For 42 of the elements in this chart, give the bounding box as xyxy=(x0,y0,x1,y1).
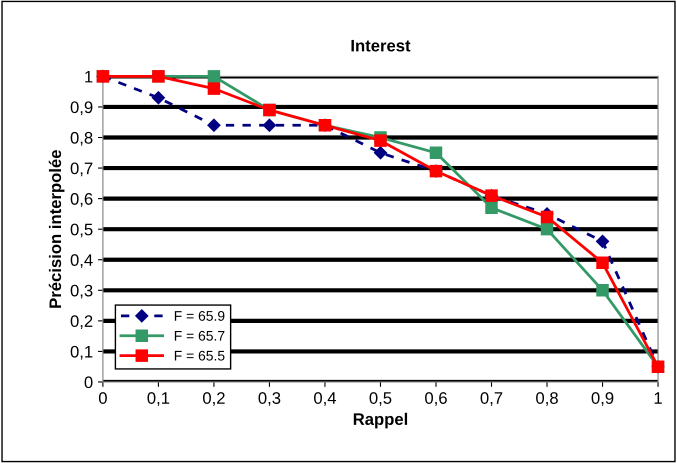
point xyxy=(207,118,221,132)
y-tick-label: 0,5 xyxy=(70,224,92,238)
x-tick-label: 0,8 xyxy=(536,392,558,406)
y-tick-label: 0,8 xyxy=(70,132,92,146)
x-tick-label: 1 xyxy=(654,392,662,404)
x-tick-label: 0,1 xyxy=(147,392,170,406)
point xyxy=(540,210,554,224)
y-tick-label: 0,2 xyxy=(70,315,92,330)
x-tick-label: 0,7 xyxy=(480,392,502,406)
point xyxy=(540,222,554,236)
x-axis-title: Rappel xyxy=(354,412,408,428)
point xyxy=(208,70,220,83)
point xyxy=(430,146,442,160)
point xyxy=(152,91,166,104)
y-tick-label: 1 xyxy=(85,70,92,82)
point xyxy=(374,134,387,147)
x-tick-label: 0,3 xyxy=(258,392,280,406)
y-tick-label: 0 xyxy=(84,376,93,388)
y-tick-label: 0,6 xyxy=(70,193,92,207)
point xyxy=(596,234,610,248)
chart-title: Interest xyxy=(351,40,410,52)
point xyxy=(485,202,498,214)
point xyxy=(374,146,388,160)
x-tick-label: 0,5 xyxy=(370,392,392,406)
x-tick-label: 0,2 xyxy=(203,392,225,406)
point xyxy=(262,118,276,132)
y-tick-label: 0,3 xyxy=(70,284,92,298)
x-tick-label: 0,4 xyxy=(314,392,336,406)
y-axis-title: Précision interpolée xyxy=(48,150,64,308)
y-tick-label: 0,7 xyxy=(70,162,92,176)
legend-label: F = 65.5 xyxy=(174,350,224,361)
point xyxy=(208,82,220,95)
point xyxy=(596,284,609,297)
x-tick-label: 0,6 xyxy=(425,392,447,406)
y-tick-label: 0,4 xyxy=(70,254,93,268)
y-tick-label: 0,9 xyxy=(70,101,92,116)
legend-label: F = 65.7 xyxy=(174,330,224,341)
legend-label: F = 65.9 xyxy=(174,311,224,321)
x-tick-label: 0,9 xyxy=(592,392,614,406)
y-tick-label: 0,1 xyxy=(70,346,92,360)
x-tick-label: 0 xyxy=(98,392,107,404)
point xyxy=(596,256,609,270)
